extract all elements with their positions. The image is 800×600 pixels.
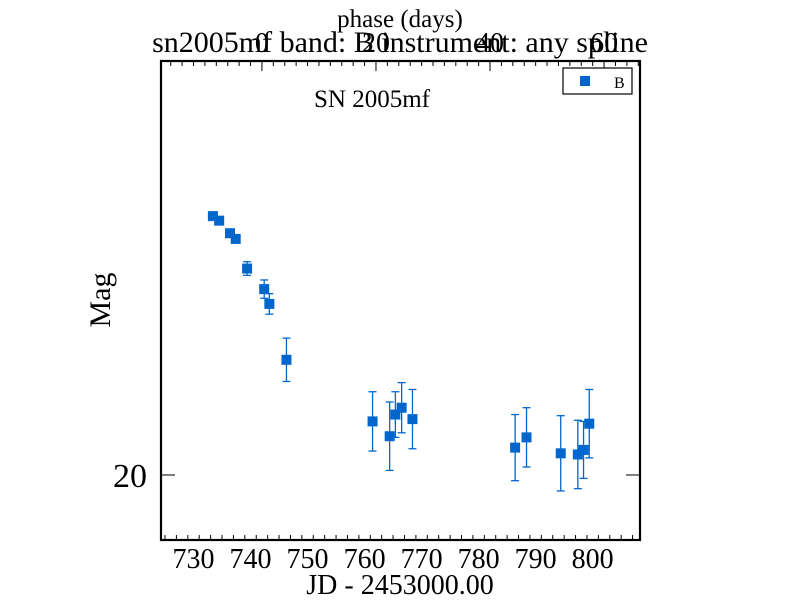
x-axis-ticks: 730 740 750 760 770 780 790 800 <box>164 535 634 575</box>
data-point <box>264 298 275 309</box>
data-point <box>572 449 583 460</box>
chart-title: sn2005mf band: B instrument: any spline <box>152 26 648 59</box>
x-tick-label: 770 <box>401 544 443 575</box>
data-point <box>584 418 595 429</box>
legend-label: B <box>614 75 625 92</box>
x-tick-label: 780 <box>458 544 500 575</box>
data-point <box>214 215 225 226</box>
x-tick-label: 760 <box>344 544 386 575</box>
data-point <box>555 448 566 459</box>
x-tick-label: 730 <box>173 544 215 575</box>
top-tick-label: 40 <box>476 28 504 59</box>
top-axis-label: phase (days) <box>337 6 463 33</box>
x-tick-label: 750 <box>287 544 329 575</box>
data-point <box>578 444 589 455</box>
data-point <box>259 284 270 295</box>
legend: B <box>562 67 633 95</box>
top-axis-ticks: 0 20 40 60 <box>170 28 639 71</box>
x-tick-label: 800 <box>572 544 614 575</box>
data-point <box>367 416 378 427</box>
y-axis-label: Mag <box>84 273 117 328</box>
data-point <box>390 409 401 420</box>
plot-annotation: SN 2005mf <box>314 86 431 113</box>
data-point <box>281 354 292 365</box>
y-tick-label: 20 <box>113 458 147 495</box>
x-tick-label: 740 <box>230 544 272 575</box>
data-point <box>242 263 253 274</box>
data-layer <box>207 211 595 492</box>
x-tick-label: 790 <box>515 544 557 575</box>
y-axis-ticks: 20 <box>113 458 640 495</box>
data-point <box>230 233 241 244</box>
data-point <box>510 442 521 453</box>
data-point <box>207 211 218 222</box>
data-point <box>224 228 235 239</box>
legend-marker <box>580 76 590 86</box>
top-tick-label: 60 <box>590 28 618 59</box>
top-tick-label: 20 <box>362 28 390 59</box>
plot-frame <box>159 59 642 542</box>
data-point <box>521 432 532 443</box>
x-axis-label: JD - 2453000.00 <box>306 570 493 600</box>
data-point <box>396 402 407 413</box>
data-point <box>407 414 418 425</box>
top-tick-label: 0 <box>255 28 269 59</box>
legend-box <box>562 67 633 95</box>
data-point <box>384 431 395 442</box>
